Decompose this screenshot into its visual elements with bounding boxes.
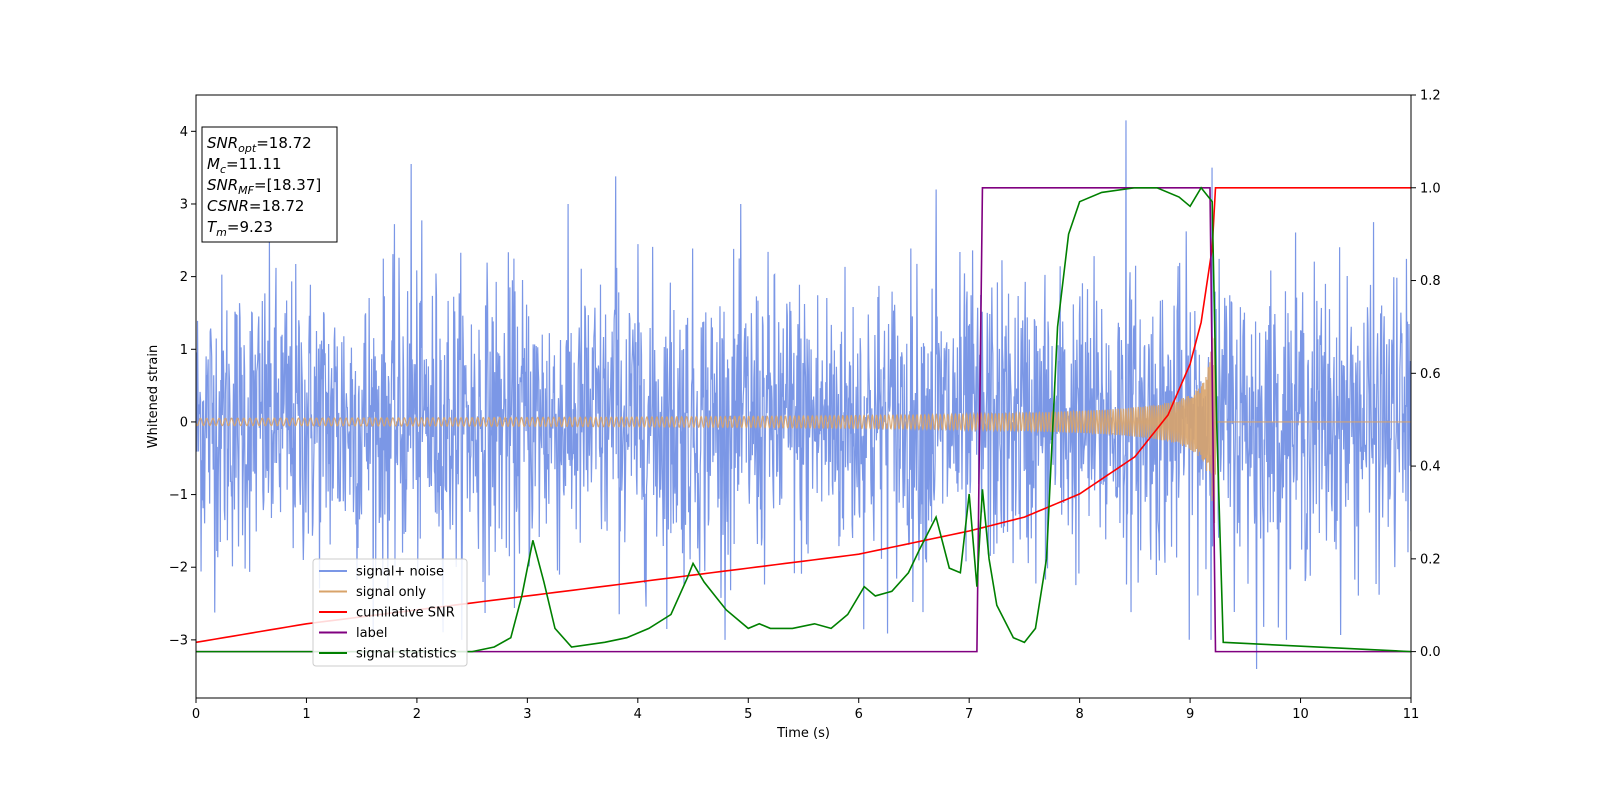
- annotation-box-frame: [201, 126, 338, 243]
- y-tick-label: 4: [180, 125, 188, 140]
- x-tick-label: 1: [302, 707, 310, 722]
- y-tick-label: 0: [180, 415, 188, 430]
- x-tick-label: 4: [634, 707, 642, 722]
- parameter-annotation-box: SNRopt=18.72Mc=11.11SNRMF=[18.37]CSNR=18…: [201, 126, 338, 243]
- annotation-value: =11.11: [226, 155, 282, 173]
- x-tick-label: 0: [192, 707, 200, 722]
- y-tick-label: 1: [180, 343, 188, 358]
- x-tick-label: 10: [1292, 707, 1309, 722]
- y-axis-label: Whitened strain: [146, 345, 161, 448]
- annotation-symbol: SNR: [207, 176, 238, 194]
- y-tick-label: 2: [180, 270, 188, 285]
- annotation-line: Mc=11.11: [207, 155, 282, 176]
- legend-entry: signal statistics: [356, 647, 457, 662]
- annotation-value: =18.72: [249, 197, 305, 215]
- y2-tick-label: 1.2: [1420, 89, 1441, 104]
- legend-entry: label: [356, 626, 387, 641]
- legend: signal+ noise signal only cumilative SNR la…: [312, 558, 468, 667]
- series-signal-only: [196, 321, 1411, 523]
- annotation-line: SNRopt=18.72: [207, 134, 312, 155]
- y2-tick-label: 0.6: [1420, 367, 1441, 382]
- annotation-subscript: opt: [238, 142, 257, 155]
- x-tick-label: 3: [523, 707, 531, 722]
- y2-tick-label: 0.8: [1420, 274, 1441, 289]
- annotation-line: Tm=9.23: [207, 218, 273, 239]
- x-axis: 0 1 2 3 4 5 6 7 8 9 10 11: [192, 698, 1419, 722]
- series-signal-noise: [196, 120, 1411, 669]
- legend-entry: signal+ noise: [356, 565, 444, 580]
- annotation-symbol: T: [207, 218, 218, 236]
- annotation-value: =18.72: [256, 134, 312, 152]
- annotation-line: SNRMF=[18.37]: [207, 176, 321, 197]
- x-tick-label: 5: [744, 707, 752, 722]
- annotation-line: CSNR=18.72: [207, 197, 304, 215]
- annotation-subscript: m: [216, 226, 227, 239]
- x-axis-label: Time (s): [776, 726, 830, 741]
- y2-tick-label: 1.0: [1420, 181, 1441, 196]
- y-tick-label: −2: [169, 561, 188, 576]
- series-layer: [196, 120, 1411, 669]
- y-tick-label: −1: [169, 488, 188, 503]
- annotation-value: =9.23: [227, 218, 273, 236]
- legend-frame: [312, 558, 468, 667]
- x-tick-label: 2: [413, 707, 421, 722]
- annotation-symbol: SNR: [207, 134, 238, 152]
- annotation-subscript: c: [220, 163, 226, 176]
- annotation-symbol: M: [207, 155, 220, 173]
- y-tick-label: 3: [180, 197, 188, 212]
- annotation-value: =[18.37]: [254, 176, 321, 194]
- y2-tick-label: 0.2: [1420, 552, 1441, 567]
- x-tick-label: 9: [1186, 707, 1194, 722]
- y-tick-label: −3: [169, 633, 188, 648]
- series-label: [196, 186, 1411, 653]
- y2-tick-label: 0.0: [1420, 645, 1441, 660]
- x-tick-label: 7: [965, 707, 973, 722]
- y-axis-right: 0.0 0.2 0.4 0.6 0.8 1.0 1.2: [1411, 89, 1441, 660]
- legend-entry: cumilative SNR: [356, 606, 455, 621]
- plot-frame: [195, 94, 1412, 699]
- x-tick-label: 11: [1403, 707, 1420, 722]
- annotation-symbol: CSNR: [207, 197, 249, 215]
- x-tick-label: 8: [1075, 707, 1083, 722]
- legend-entry: signal only: [356, 585, 426, 600]
- y-axis-left: −3 −2 −1 0 1 2 3 4: [169, 125, 196, 648]
- annotation-subscript: MF: [238, 184, 254, 197]
- x-tick-label: 6: [855, 707, 863, 722]
- series-signal-statistics: [196, 186, 1411, 653]
- y2-tick-label: 0.4: [1420, 460, 1441, 475]
